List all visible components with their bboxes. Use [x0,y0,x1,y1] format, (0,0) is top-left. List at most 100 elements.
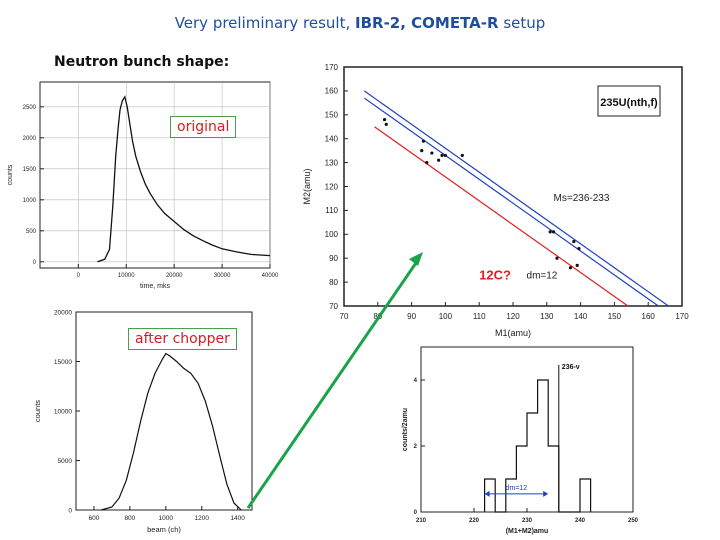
scatter-point [555,256,559,260]
slide-subtitle: Neutron bunch shape: [54,54,230,70]
scatter-point [548,230,552,234]
ms-annotation: Ms=236-233 [554,193,610,204]
scatter-point [384,122,388,126]
mass_correlation-ytick-label: 120 [325,182,339,191]
scatter-point [382,117,387,122]
mass_correlation-ytick-label: 150 [325,111,339,120]
mass_correlation-ytick-label: 160 [325,87,339,96]
after-chopper-tag: after chopper [128,328,237,350]
original-ytick-label: 1500 [23,167,37,173]
original-ytick-label: 500 [26,229,37,235]
after_chopper-ytick-label: 0 [68,507,72,514]
original-xlabel: time, mks [140,283,170,290]
dm-arrow-head-left [484,490,490,497]
original-xtick-label: 0 [77,273,81,279]
after-chopper-series-line [100,352,242,511]
connector-arrow-head [409,252,423,266]
scatter-point [425,161,429,165]
dm-arrow-label: dm=12 [506,485,528,492]
original-series-line [97,95,271,263]
original-xtick-label: 20000 [166,273,183,279]
mass_correlation-xtick-label: 90 [407,312,416,321]
after_chopper-xtick-label: 1400 [230,515,245,522]
histogram-marker-label: 236-ν [562,364,580,371]
sum_histogram-xtick-label: 240 [575,518,586,524]
after_chopper-xtick-label: 600 [89,515,100,522]
mass_correlation-xtick-label: 130 [540,312,554,321]
after_chopper-xtick-label: 1200 [194,515,209,522]
sum_histogram-xtick-label: 250 [628,518,639,524]
original-tag: original [170,116,237,138]
line-ms-233 [363,97,659,307]
mass_correlation-xtick-label: 160 [642,312,656,321]
histogram-bar [527,413,538,512]
mass_correlation-xtick-label: 140 [574,312,588,321]
legend-box [597,85,661,117]
scatter-point [440,153,444,158]
line-ms-236 [363,90,669,307]
slide-title: Very preliminary result, IBR-2, COMETA-R… [174,14,546,32]
original-ytick-label: 2500 [23,105,37,111]
after_chopper-ytick-label: 10000 [54,408,72,415]
scatter-point [577,247,581,251]
mass_correlation-ytick-label: 90 [329,254,338,263]
mass_correlation-ylabel: M2(amu) [302,168,312,204]
scatter-point [572,239,576,244]
sum_histogram-ylabel: counts/2amu [402,408,409,451]
sum_histogram-ytick-label: 0 [414,510,418,516]
original-xtick-label: 40000 [262,273,279,279]
scatter-point [568,266,573,270]
sum_histogram-xlabel: (M1+M2)amu [506,528,549,535]
dm-arrow-head-right [543,490,549,497]
mass_correlation-xtick-label: 170 [675,312,689,321]
after_chopper-ytick-label: 15000 [54,359,72,366]
mass_correlation-ytick-label: 130 [325,158,339,167]
scatter-point [575,263,579,267]
sum_histogram-xtick-label: 230 [522,518,533,524]
sum_histogram-xtick-label: 220 [469,518,480,524]
mass_correlation-ytick-label: 110 [325,206,338,215]
connector-arrow [246,259,420,509]
scatter-point [460,153,464,158]
original-xtick-label: 10000 [118,273,135,279]
histogram-bar [580,479,591,512]
line-12c [374,126,629,307]
dm-annotation: dm=12 [527,271,558,282]
legend-label: 235U(nth,f) [600,97,658,109]
after_chopper-xtick-label: 800 [124,515,135,522]
scatter-point [437,158,441,162]
original-xtick-label: 30000 [214,273,231,279]
scatter-point [430,151,434,155]
original-ylabel: counts [7,164,14,185]
scatter-point [443,153,447,158]
mass_correlation-xtick-label: 120 [506,312,520,321]
question-annotation: 12C? [479,268,511,283]
mass_correlation-ytick-label: 170 [325,63,339,72]
mass_correlation-ytick-label: 140 [325,135,339,144]
mass_correlation-xtick-label: 110 [473,312,486,321]
scatter-point [421,139,426,143]
original-ytick-label: 0 [33,260,37,266]
sum_histogram-ytick-label: 2 [414,444,418,450]
histogram-bar [548,446,559,512]
after_chopper-xlabel: beam (ch) [147,525,181,534]
sum_histogram-xtick-label: 210 [416,518,427,524]
after_chopper-ytick-label: 20000 [54,309,72,316]
after_chopper-xtick-label: 1000 [159,515,174,522]
after_chopper-ylabel: counts [33,400,42,422]
original-ytick-label: 2000 [23,136,37,142]
scatter-point [551,230,556,234]
after_chopper-ytick-label: 5000 [58,458,73,465]
original-frame [39,81,271,269]
mass_correlation-xtick-label: 100 [439,312,453,321]
mass_correlation-xtick-label: 70 [340,312,349,321]
histogram-bar [538,380,549,512]
scatter-point [420,149,424,153]
mass_correlation-ytick-label: 100 [325,230,339,239]
histogram-bar [516,446,527,512]
original-ytick-label: 1000 [23,198,37,204]
histogram-bar [485,479,496,512]
sum_histogram-ytick-label: 4 [414,378,418,384]
mass_correlation-ytick-label: 80 [329,278,338,287]
